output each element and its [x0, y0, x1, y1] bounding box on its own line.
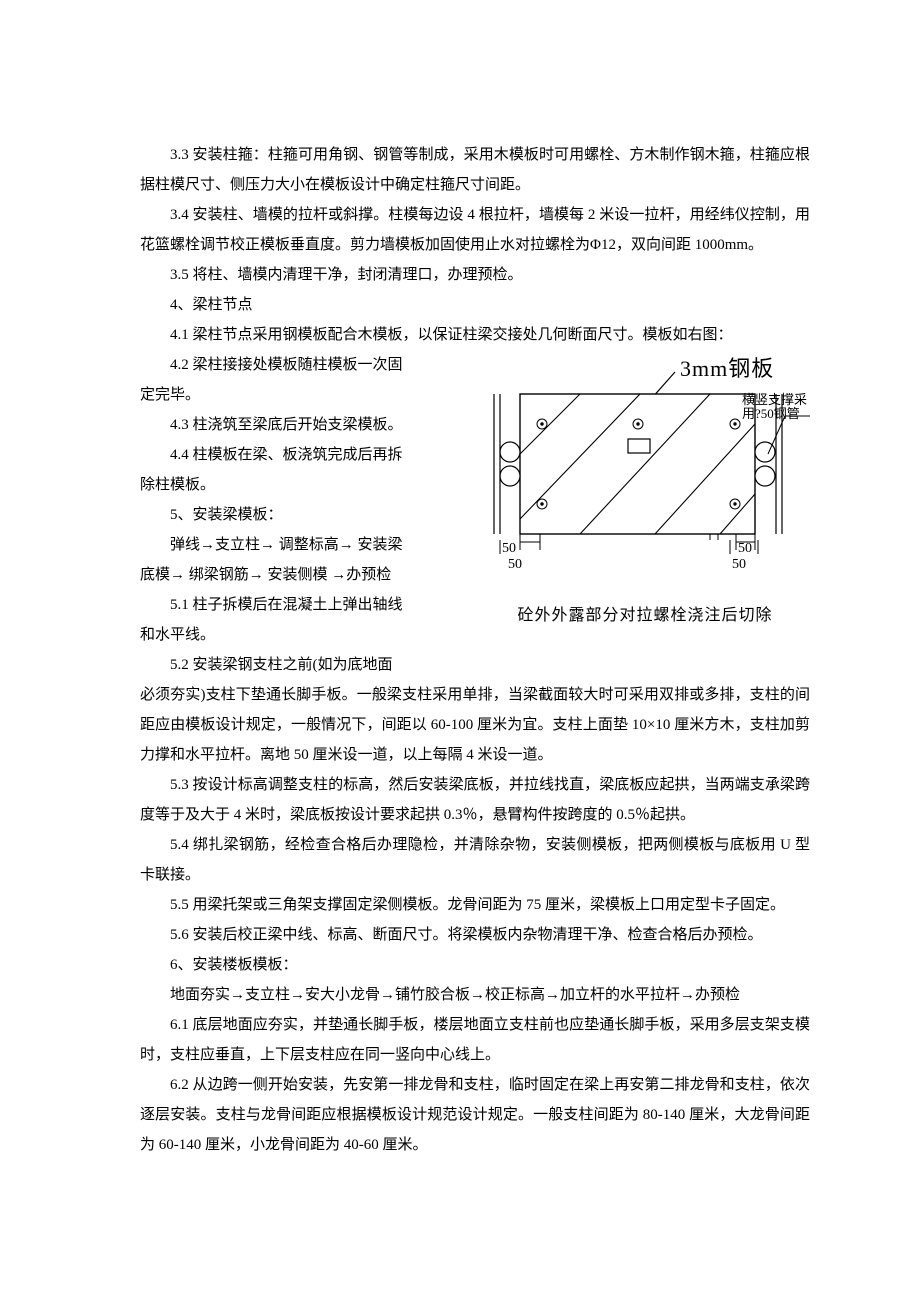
bottom-markers [520, 534, 755, 550]
plate-label-text: 3mm钢板 [680, 356, 774, 381]
para-5-2-b: 必须夯实)支柱下垫通长脚手板。一般梁支柱采用单排，当梁截面较大时可采用双排或多排… [140, 680, 810, 770]
support-note-line1: 横竖支撑采 [742, 392, 807, 407]
para-5-5: 5.5 用梁托架或三角架支撑固定梁侧模板。龙骨间距为 75 厘米，梁模板上口用定… [140, 890, 810, 920]
dim-left-bottom: 50 [508, 557, 522, 572]
text-figure-wrap: 3mm钢板 [140, 350, 810, 680]
dim-right-bottom: 50 [732, 557, 746, 572]
para-5-3: 5.3 按设计标高调整支柱的标高，然后安装梁底板，并拉线找直，梁底板应起拱，当两… [140, 770, 810, 830]
para-5-6: 5.6 安装后校正梁中线、标高、断面尺寸。将梁模板内杂物清理干净、检查合格后办预… [140, 920, 810, 950]
left-pipes [500, 442, 520, 486]
para-5-4: 5.4 绑扎梁钢筋，经检查合格后办理隐检，并清除杂物，安装侧模板，把两侧模板与底… [140, 830, 810, 890]
support-note-line2: 用?50钢管 [742, 406, 800, 421]
main-rect [520, 394, 755, 534]
para-6-1: 6.1 底层地面应夯实，并垫通长脚手板，楼层地面立支柱前也应垫通长脚手板，采用多… [140, 1010, 810, 1070]
para-3-5: 3.5 将柱、墙模内清理干净，封闭清理口，办理预检。 [140, 260, 810, 290]
para-4-1: 4.1 梁柱节点采用钢模板配合木模板，以保证柱梁交接处几何断面尺寸。模板如右图： [140, 320, 810, 350]
diagram-figure: 3mm钢板 [480, 354, 810, 632]
para-3-3: 3.3 安装柱箍：柱箍可用角钢、钢管等制成，采用木模板时可用螺栓、方木制作钢木箍… [140, 140, 810, 200]
figure-caption: 砼外外露部分对拉螺栓浇注后切除 [480, 600, 810, 632]
right-pipes [755, 442, 775, 486]
formwork-diagram: 3mm钢板 [480, 354, 810, 594]
para-4-heading: 4、梁柱节点 [140, 290, 810, 320]
dim-right-top: 50 [738, 541, 752, 556]
para-6-2: 6.2 从边跨一侧开始安装，先安第一排龙骨和支柱，临时固定在梁上再安第二排龙骨和… [140, 1070, 810, 1160]
para-5-2-a: 5.2 安装梁钢支柱之前(如为底地面 [140, 650, 810, 680]
para-3-4: 3.4 安装柱、墙模的拉杆或斜撑。柱模每边设 4 根拉杆，墙模每 2 米设一拉杆… [140, 200, 810, 260]
para-6-flow: 地面夯实→支立柱→安大小龙骨→铺竹胶合板→校正标高→加立杆的水平拉杆→办预检 [140, 980, 810, 1010]
inner-box [628, 439, 650, 453]
para-6-heading: 6、安装楼板模板： [140, 950, 810, 980]
dim-left-top: 50 [502, 541, 516, 556]
left-vert-lines [494, 394, 500, 534]
